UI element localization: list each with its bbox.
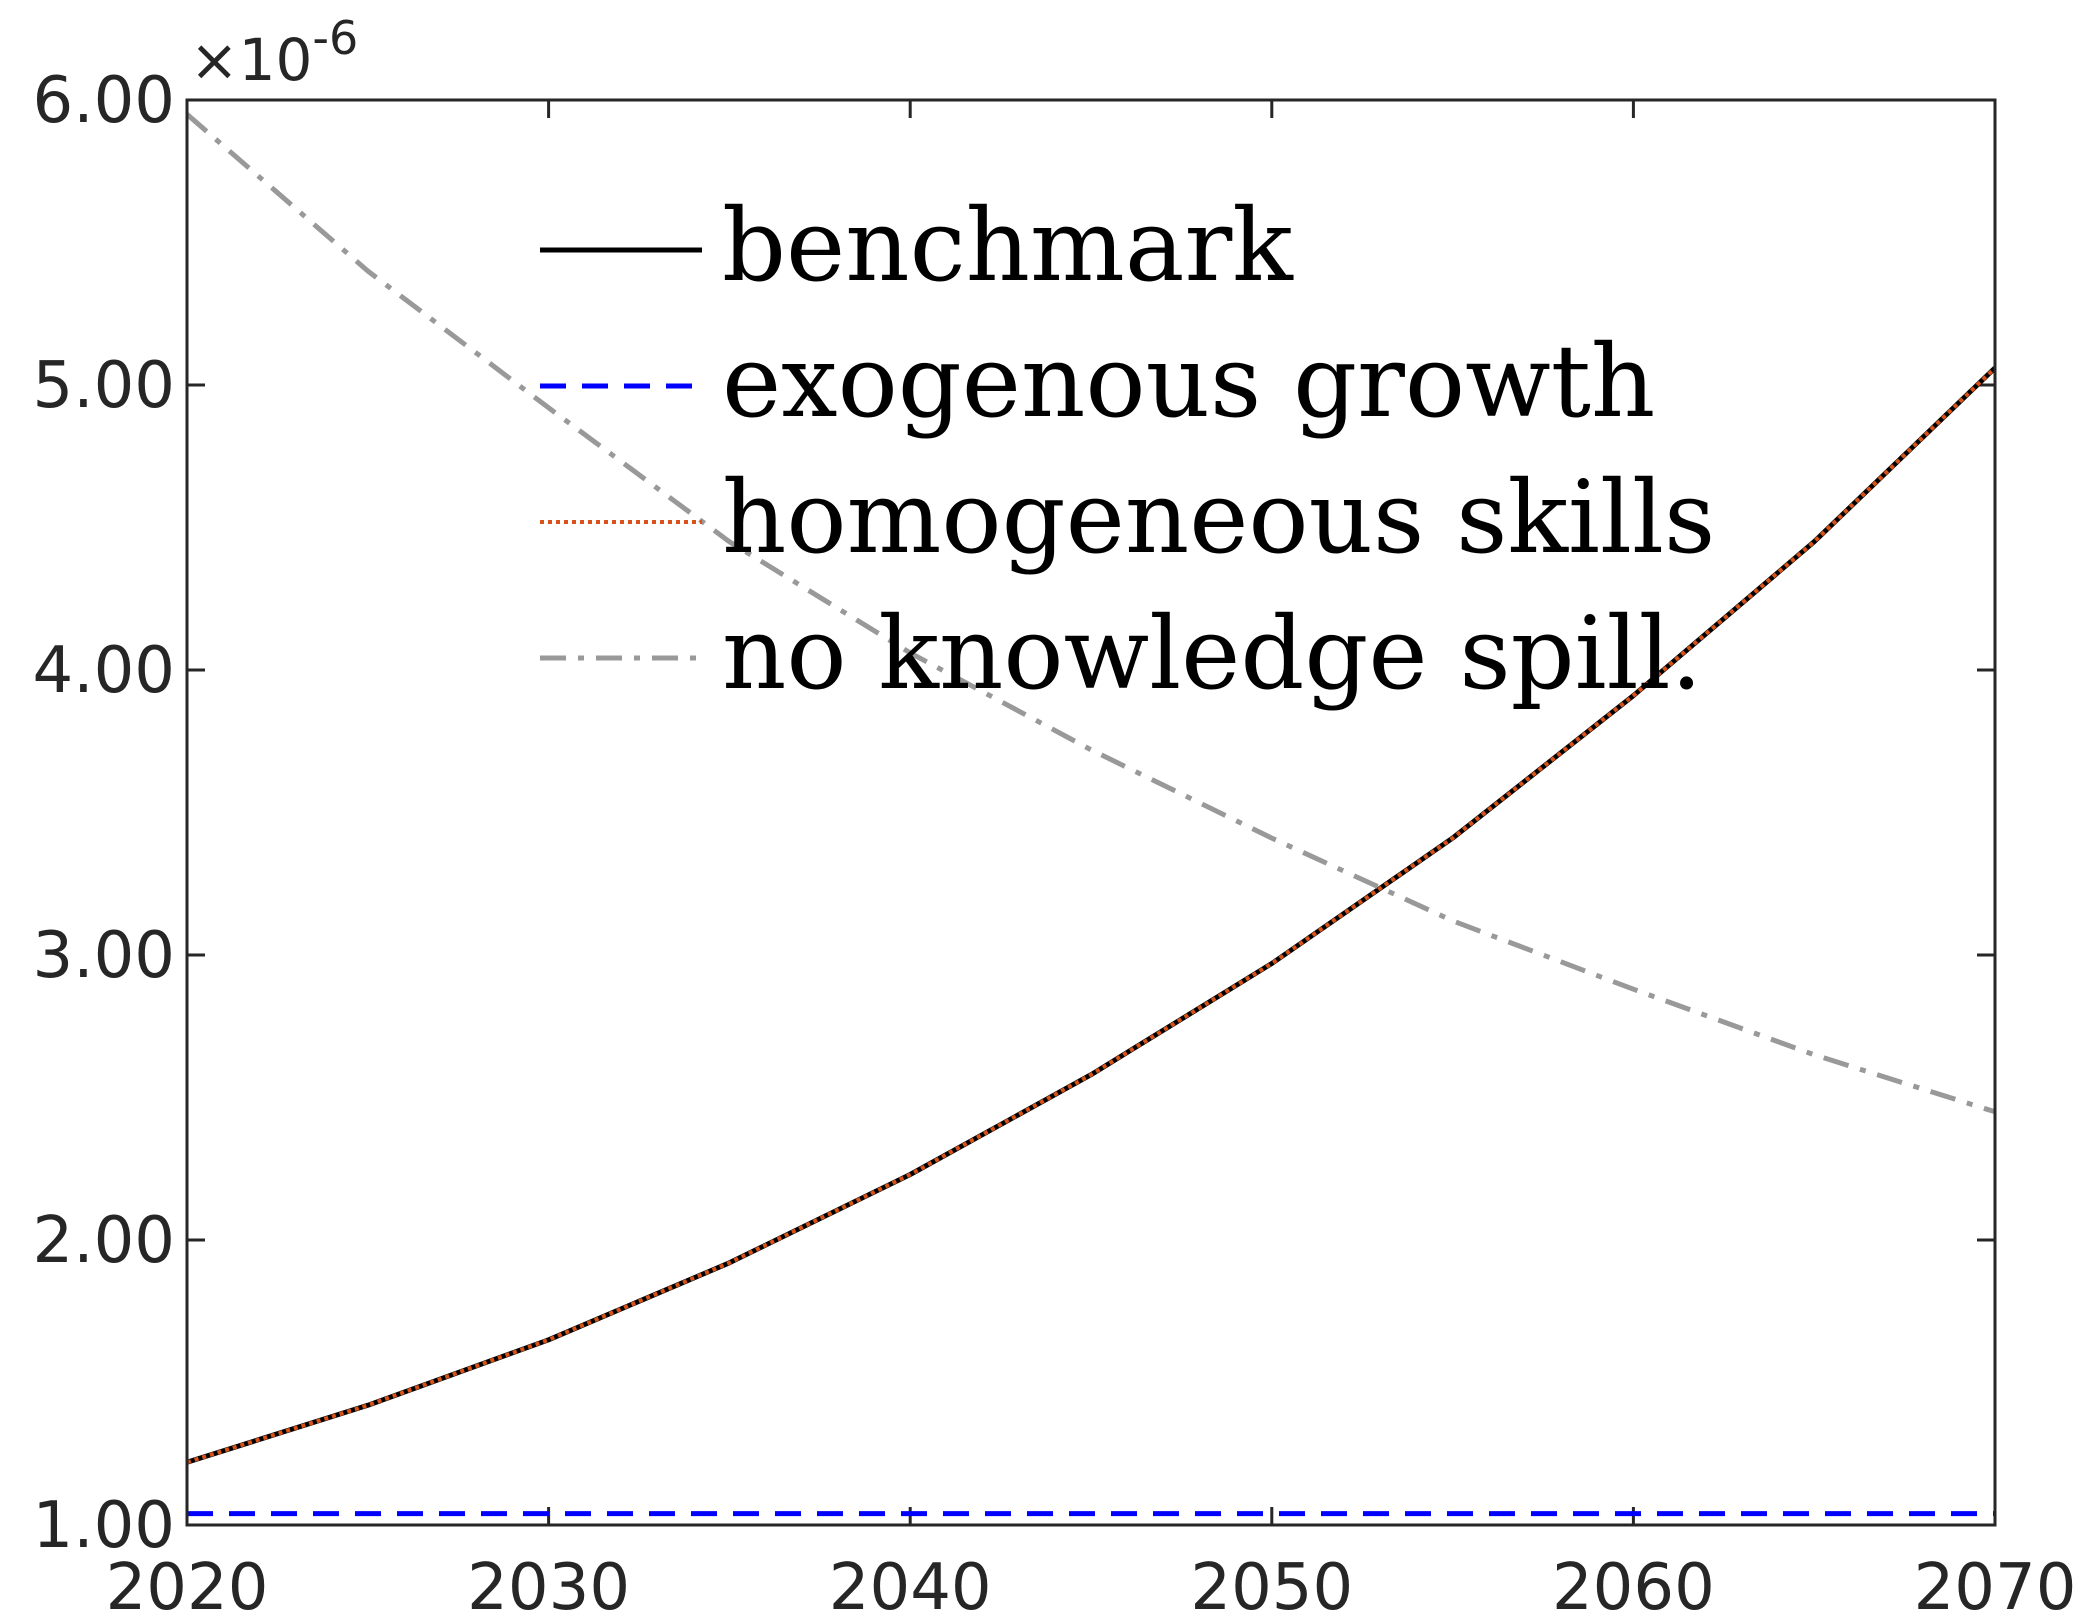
y-axis-tick-labels: 1.00 2.00 3.00 4.00 5.00 6.00 [33,64,176,1563]
y-tick-label: 6.00 [33,64,176,138]
x-tick-label: 2060 [1552,1551,1715,1622]
y-tick-label: 2.00 [33,1204,176,1278]
legend-label: exogenous growth [722,323,1655,440]
x-tick-label: 2050 [1190,1551,1353,1622]
series-lines [185,112,1997,1517]
y-axis-exponent-base: ×10 [190,26,312,94]
y-axis-exponent: ×10-6 [190,11,358,94]
legend-label: no knowledge spill. [722,595,1702,712]
legend-label: benchmark [722,187,1294,304]
x-tick-label: 2040 [829,1551,992,1622]
y-tick-label: 1.00 [33,1489,176,1563]
series-line-2 [186,366,1997,1465]
y-tick-label: 3.00 [33,919,176,993]
x-tick-label: 2030 [467,1551,630,1622]
legend-label: homogeneous skills [722,459,1715,576]
y-tick-label: 4.00 [33,634,176,708]
x-tick-label: 2070 [1914,1551,2077,1622]
plot-frame [185,98,1997,1527]
y-tick-label: 5.00 [33,349,176,423]
x-axis-tick-labels: 2020 2030 2040 2050 2060 2070 [106,1551,2077,1622]
x-tick-label: 2020 [106,1551,269,1622]
legend: benchmark exogenous growth homogeneous ski… [540,187,1715,712]
y-axis-exponent-power: -6 [312,11,358,65]
plot-background [187,100,1995,1525]
